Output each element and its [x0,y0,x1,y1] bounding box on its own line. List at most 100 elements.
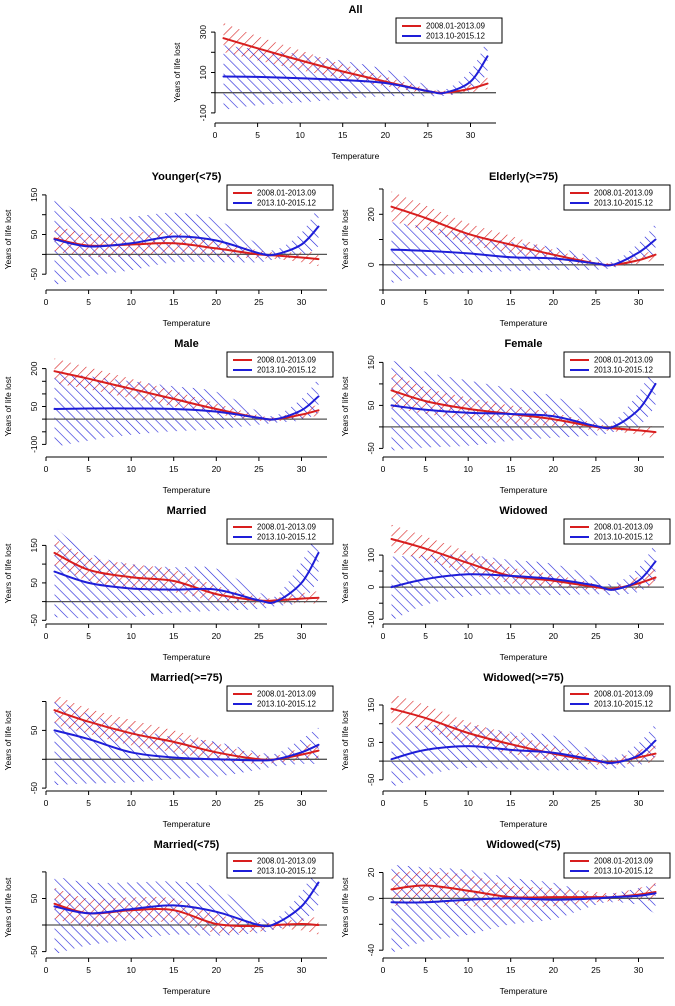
x-axis-label: Temperature [500,986,548,996]
y-axis-label: Years of life lost [3,877,13,937]
x-axis: 0 5 10 15 20 25 30 [381,957,664,975]
panel-row: 0 5 10 15 20 25 30 -50 50 Married(<75) Temperature… [0,835,675,1002]
panel-title: Married [167,505,207,517]
legend-label: 2013.10-2015.12 [594,867,653,876]
x-tick-label: 15 [506,464,516,474]
panel-married-75: 0 5 10 15 20 25 30 -50 50 Married(>=75) Temperatur… [3,672,334,829]
plot-area [46,526,327,619]
y-tick-label: 200 [366,207,376,221]
x-tick-label: 30 [297,798,307,808]
x-tick-label: 25 [591,631,601,641]
x-axis-label: Temperature [163,318,211,328]
x-tick-label: 15 [169,297,179,307]
y-tick-label: 150 [29,188,39,202]
panel-row: 0 5 10 15 20 25 30 -50 50 150 Married Temperature Ye… [0,501,675,668]
x-tick-label: 15 [506,631,516,641]
legend-label: 2008.01-2013.09 [594,857,653,866]
x-tick-label: 5 [86,965,91,975]
series-blue-line [390,560,657,591]
y-tick-label: -40 [366,944,376,957]
panel-cell-married-75: 0 5 10 15 20 25 30 -50 50 Married(<75) Temperature… [0,835,337,1002]
x-tick-label: 30 [297,965,307,975]
panel-title: Elderly(>=75) [489,171,558,183]
panel-cell-married: 0 5 10 15 20 25 30 -50 50 150 Married Temperature Ye… [0,501,337,668]
panel-widowed: 0 5 10 15 20 25 30 -100 0 100 Widowed Temperature Ye… [340,505,671,662]
y-tick-label: 20 [366,868,376,878]
panel-married-75: 0 5 10 15 20 25 30 -50 50 Married(<75) Temperature… [3,839,334,996]
y-axis: -50 50 150 [366,698,384,786]
x-tick-label: 25 [254,297,264,307]
panel-title: Widowed [499,505,547,517]
x-tick-label: 10 [295,130,305,140]
y-tick-label: 0 [366,584,376,589]
series-blue-band [54,195,319,286]
x-tick-label: 30 [297,297,307,307]
y-axis-label: Years of life lost [340,543,350,603]
x-tick-label: 25 [591,297,601,307]
x-tick-label: 0 [44,297,49,307]
legend-label: 2013.10-2015.12 [594,199,653,208]
y-axis-label: Years of life lost [340,376,350,436]
panel-married: 0 5 10 15 20 25 30 -50 50 150 Married Temperature Ye… [3,505,334,662]
x-axis: 0 5 10 15 20 25 30 [213,122,496,140]
panel-cell-elderly-75: 0 5 10 15 20 25 30 0 200 Elderly(>=75) Temperature… [337,167,674,334]
y-tick-label: 50 [29,578,39,588]
x-tick-label: 5 [423,798,428,808]
x-tick-label: 0 [381,464,386,474]
panel-cell-younger-75: 0 5 10 15 20 25 30 -50 50 150 Younger(<75) Temperat… [0,167,337,334]
series-red-line [390,389,657,434]
legend-label: 2013.10-2015.12 [594,366,653,375]
x-axis-label: Temperature [500,819,548,829]
x-tick-label: 0 [381,631,386,641]
x-tick-label: 20 [549,464,559,474]
series-blue-band [54,698,319,786]
panel-title: Female [505,338,543,350]
x-tick-label: 0 [213,130,218,140]
series-blue-band [391,723,656,788]
x-tick-label: 5 [423,464,428,474]
panel-title: Widowed(>=75) [483,672,564,684]
panel-widowed-75: 0 5 10 15 20 25 30 -40 0 20 Widowed(<75) Temperatur… [340,839,671,996]
x-tick-label: 10 [463,464,473,474]
y-tick-label: -50 [29,268,39,281]
y-axis-label: Years of life lost [3,710,13,770]
legend-label: 2013.10-2015.12 [594,533,653,542]
x-tick-label: 5 [86,297,91,307]
x-tick-label: 20 [212,464,222,474]
y-tick-label: 0 [366,262,376,267]
plot-area [215,23,496,110]
series-blue-line [390,382,657,430]
x-tick-label: 15 [506,965,516,975]
x-axis-label: Temperature [500,485,548,495]
x-axis-label: Temperature [500,652,548,662]
x-tick-label: 10 [463,965,473,975]
series-blue-band [391,360,656,451]
y-tick-label: -50 [366,442,376,455]
x-tick-label: 10 [463,297,473,307]
y-axis: -100 0 100 [366,548,384,628]
y-axis-label: Years of life lost [3,543,13,603]
y-axis: -50 50 150 [29,188,47,281]
legend-label: 2013.10-2015.12 [257,533,316,542]
panel-title: Married(<75) [154,839,220,851]
legend-label: 2008.01-2013.09 [257,356,316,365]
series-red-line [53,709,320,761]
x-tick-label: 25 [591,798,601,808]
series-red-line [222,37,489,94]
panel-title: Widowed(<75) [486,839,560,851]
x-axis: 0 5 10 15 20 25 30 [44,456,327,474]
x-tick-label: 0 [381,798,386,808]
panel-title: All [348,4,362,16]
legend-label: 2013.10-2015.12 [257,867,316,876]
x-axis: 0 5 10 15 20 25 30 [381,623,664,641]
y-tick-label: -100 [198,104,208,121]
y-axis-label: Years of life lost [340,877,350,937]
legend-label: 2008.01-2013.09 [257,189,316,198]
x-tick-label: 30 [297,464,307,474]
x-tick-label: 5 [423,965,428,975]
x-tick-label: 0 [44,965,49,975]
